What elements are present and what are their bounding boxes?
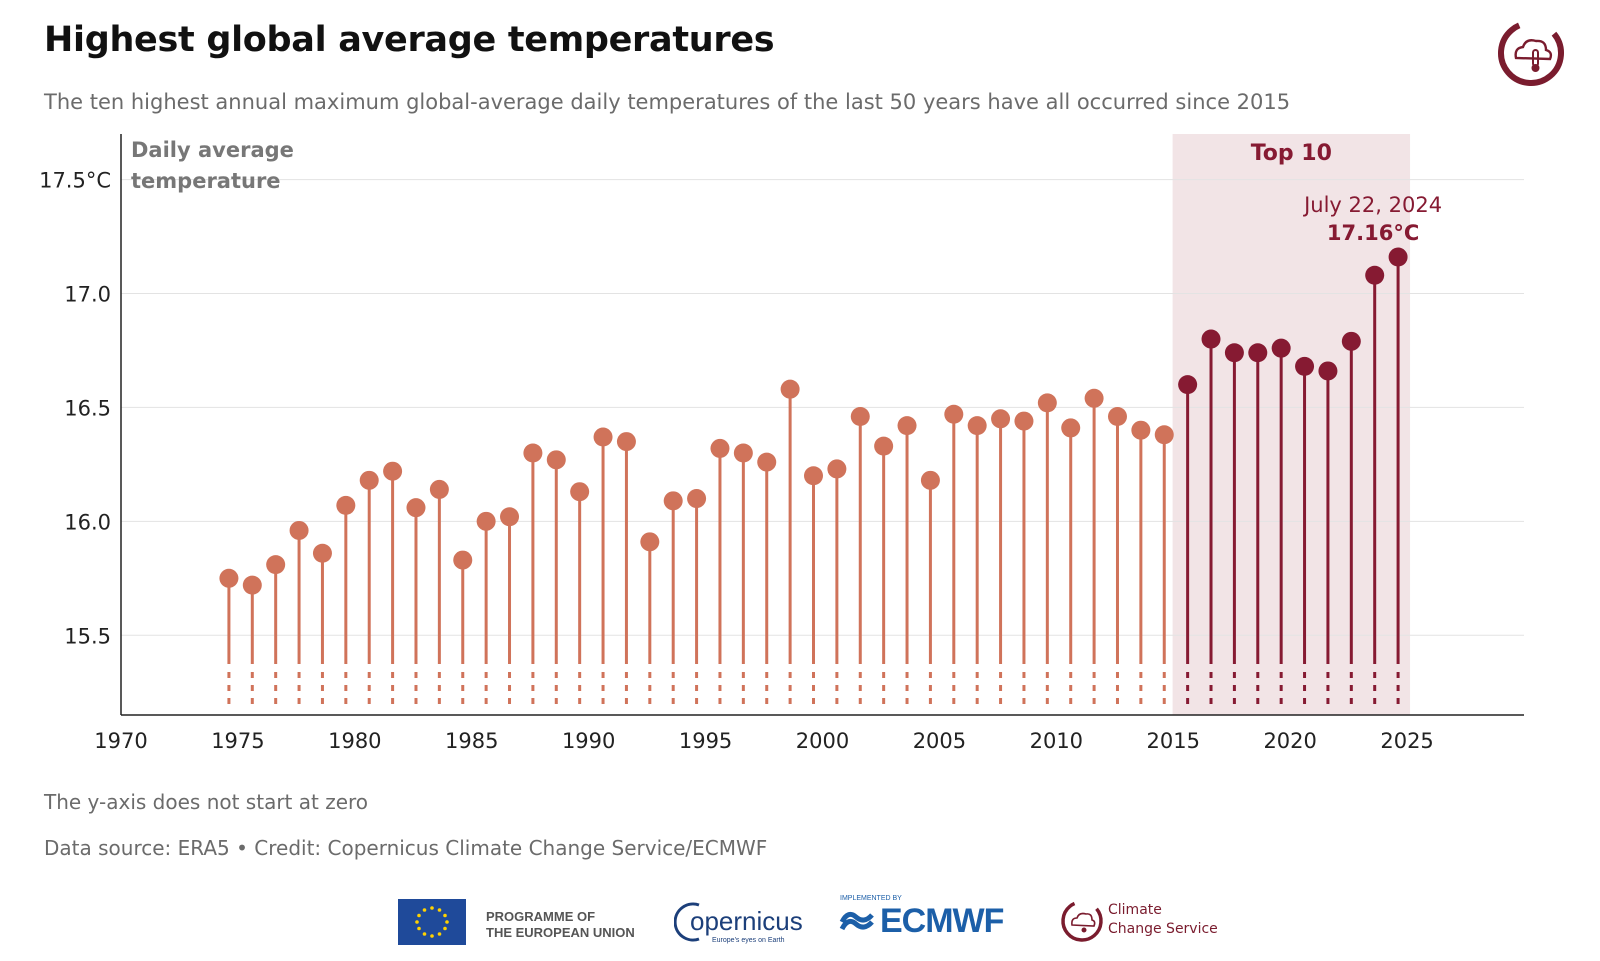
data-point xyxy=(804,466,823,486)
data-point xyxy=(312,543,332,563)
x-tick-label: 2025 xyxy=(1380,729,1433,753)
data-point xyxy=(1037,393,1057,413)
data-point xyxy=(546,450,566,470)
c3s-footer-text: Climate Change Service xyxy=(1108,901,1218,939)
x-tick-label: 1980 xyxy=(328,729,381,753)
data-point xyxy=(523,443,543,463)
data-point xyxy=(1388,247,1408,267)
x-tick-label: 1995 xyxy=(679,729,732,753)
data-point xyxy=(710,438,730,458)
y-tick-label: 17.0 xyxy=(64,282,111,306)
data-point xyxy=(1084,388,1104,408)
data-point xyxy=(500,507,520,527)
data-point xyxy=(1271,338,1291,358)
c3s-line-2: Change Service xyxy=(1108,921,1218,937)
y-tick-label: 16.5 xyxy=(64,396,111,420)
data-point xyxy=(850,407,870,427)
eu-flag-icon xyxy=(398,899,466,945)
eu-line-1: PROGRAMME OF xyxy=(486,909,596,924)
chart-subtitle: The ten highest annual maximum global-av… xyxy=(44,90,1291,114)
y-tick-label: 15.5 xyxy=(64,624,111,648)
data-point xyxy=(1061,418,1081,438)
data-point xyxy=(453,550,473,570)
copernicus-logo: opernicus Europe's eyes on Earth xyxy=(674,895,809,950)
data-point xyxy=(1318,361,1338,381)
data-point xyxy=(1341,331,1361,351)
data-point xyxy=(359,470,379,490)
data-point xyxy=(429,479,449,499)
data-point xyxy=(289,520,309,540)
copernicus-c-icon xyxy=(674,902,700,942)
ecmwf-implemented-by: IMPLEMENTED BY xyxy=(840,895,902,902)
data-point xyxy=(944,404,964,424)
x-tick-label: 1985 xyxy=(445,729,498,753)
y-tick-label: 16.0 xyxy=(64,510,111,534)
data-point xyxy=(1107,407,1127,427)
x-tick-label: 1990 xyxy=(562,729,615,753)
footer-logos: PROGRAMME OF THE EUROPEAN UNION opernicu… xyxy=(0,895,1600,955)
data-point xyxy=(663,491,683,511)
x-tick-label: 2020 xyxy=(1263,729,1316,753)
x-tick-label: 2015 xyxy=(1147,729,1200,753)
axis-note: The y-axis does not start at zero xyxy=(44,790,369,814)
data-point xyxy=(406,498,426,518)
eu-line-2: THE EUROPEAN UNION xyxy=(486,925,635,940)
c3s-line-1: Climate xyxy=(1108,902,1162,918)
copernicus-wordmark: opernicus xyxy=(690,906,803,936)
data-point xyxy=(640,532,660,552)
data-point xyxy=(1201,329,1221,349)
data-point xyxy=(920,470,940,490)
data-point xyxy=(266,555,286,575)
credit-note: Data source: ERA5 • Credit: Copernicus C… xyxy=(44,836,768,860)
data-point xyxy=(1154,425,1174,445)
data-point xyxy=(476,511,496,531)
data-point xyxy=(687,489,707,509)
top10-label: Top 10 xyxy=(1251,141,1332,166)
x-tick-label: 2000 xyxy=(796,729,849,753)
data-point xyxy=(874,436,894,456)
data-point xyxy=(242,575,262,595)
data-point xyxy=(1295,356,1315,376)
annotation-value: 17.16°C xyxy=(1327,221,1419,245)
copernicus-tagline: Europe's eyes on Earth xyxy=(712,937,785,944)
eu-programme-text: PROGRAMME OF THE EUROPEAN UNION xyxy=(486,909,635,941)
data-point xyxy=(1248,343,1268,363)
data-point xyxy=(1014,411,1034,431)
data-point xyxy=(827,459,847,479)
x-tick-label: 2005 xyxy=(913,729,966,753)
data-point xyxy=(780,379,800,399)
chart-title: Highest global average temperatures xyxy=(44,20,775,60)
data-point xyxy=(219,568,239,588)
x-tick-label: 1970 xyxy=(94,729,147,753)
data-point xyxy=(570,482,590,502)
x-tick-label: 1975 xyxy=(211,729,264,753)
data-point xyxy=(1178,375,1198,395)
data-point xyxy=(991,409,1011,429)
data-point xyxy=(967,416,987,436)
data-point xyxy=(1131,420,1151,440)
c3s-footer-logo: Climate Change Service xyxy=(1060,899,1220,949)
data-point xyxy=(1224,343,1244,363)
ecmwf-wave-icon xyxy=(839,911,874,931)
c3s-small-icon xyxy=(1061,900,1103,942)
ecmwf-wordmark: ECMWF xyxy=(880,902,1004,940)
data-point xyxy=(616,432,636,452)
y-tick-label: 17.5°C xyxy=(39,169,111,193)
ecmwf-logo: IMPLEMENTED BY ECMWF xyxy=(838,895,1038,950)
data-point xyxy=(383,461,403,481)
data-point xyxy=(897,416,917,436)
x-tick-label: 2010 xyxy=(1030,729,1083,753)
data-point xyxy=(336,495,356,515)
data-point xyxy=(733,443,753,463)
y-axis-title-line2: temperature xyxy=(131,169,281,193)
data-point xyxy=(757,452,777,472)
annotation-date: July 22, 2024 xyxy=(1302,193,1442,217)
y-axis-title-line1: Daily average xyxy=(131,138,294,162)
data-point xyxy=(593,427,613,447)
data-point xyxy=(1365,265,1385,285)
c3s-logo-icon xyxy=(1498,20,1564,86)
